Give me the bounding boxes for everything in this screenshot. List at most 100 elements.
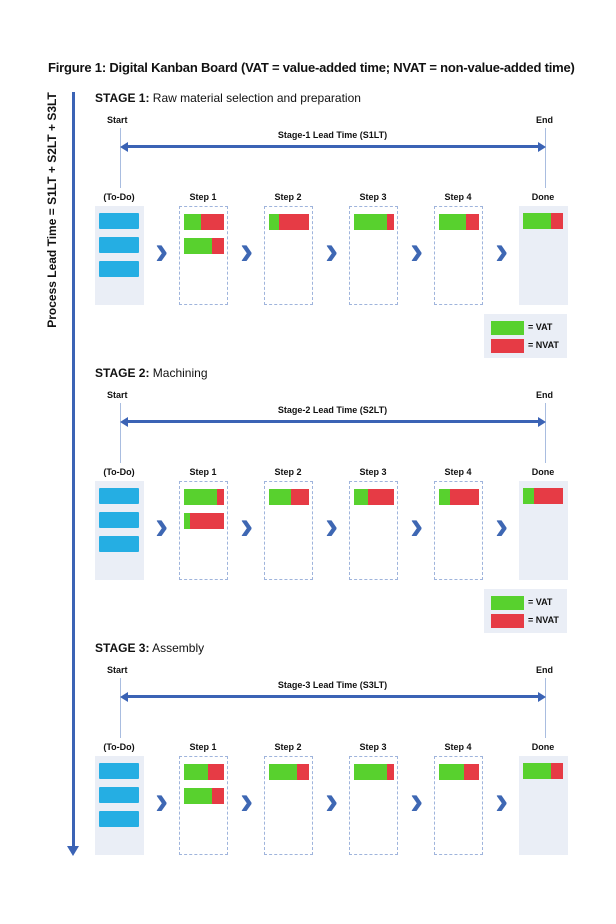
task-bar[interactable] bbox=[184, 238, 224, 254]
chevron-right-icon: › bbox=[325, 504, 339, 548]
vat-segment bbox=[439, 489, 450, 505]
vat-segment bbox=[439, 764, 464, 780]
task-bar[interactable] bbox=[439, 489, 479, 505]
stage-heading: STAGE 3: bbox=[95, 641, 150, 655]
chevron-right-icon: › bbox=[240, 504, 254, 548]
arrow-right-icon bbox=[538, 141, 546, 152]
column-step-4 bbox=[434, 481, 483, 580]
task-bar[interactable] bbox=[439, 764, 479, 780]
todo-card[interactable] bbox=[99, 787, 139, 803]
end-line bbox=[545, 403, 546, 463]
column-header: Step 4 bbox=[444, 742, 472, 752]
task-bar[interactable] bbox=[184, 764, 224, 780]
stage-title: STAGE 1: Raw material selection and prep… bbox=[95, 91, 361, 105]
legend: = VAT = NVAT bbox=[484, 314, 567, 358]
column-header: (To-Do) bbox=[103, 742, 135, 752]
stage-heading: STAGE 2: bbox=[95, 366, 150, 380]
lead-time-arrow bbox=[124, 145, 541, 148]
todo-card[interactable] bbox=[99, 261, 139, 277]
vat-segment bbox=[269, 489, 291, 505]
task-bar[interactable] bbox=[354, 764, 394, 780]
nvat-segment bbox=[217, 489, 224, 505]
figure-title: Firgure 1: Digital Kanban Board (VAT = v… bbox=[48, 60, 575, 75]
vat-segment bbox=[523, 213, 551, 229]
column-header: Step 1 bbox=[189, 192, 217, 202]
vat-segment bbox=[523, 763, 551, 779]
chevron-right-icon: › bbox=[495, 504, 509, 548]
column-step-2 bbox=[264, 481, 313, 580]
nvat-segment bbox=[279, 214, 309, 230]
stage-heading: STAGE 1: bbox=[95, 91, 150, 105]
task-bar[interactable] bbox=[523, 488, 563, 504]
task-bar[interactable] bbox=[184, 788, 224, 804]
vat-segment bbox=[184, 214, 201, 230]
chevron-right-icon: › bbox=[325, 779, 339, 823]
task-bar[interactable] bbox=[523, 213, 563, 229]
todo-card[interactable] bbox=[99, 811, 139, 827]
axis-arrowhead-icon bbox=[67, 846, 79, 856]
stage-title: STAGE 3: Assembly bbox=[95, 641, 204, 655]
arrow-right-icon bbox=[538, 416, 546, 427]
task-bar[interactable] bbox=[269, 764, 309, 780]
stage-name: Raw material selection and preparation bbox=[152, 91, 361, 105]
column-step-3 bbox=[349, 756, 398, 855]
legend-vat-label: = VAT bbox=[528, 597, 553, 607]
nvat-segment bbox=[212, 238, 224, 254]
column-header: (To-Do) bbox=[103, 467, 135, 477]
task-bar[interactable] bbox=[269, 489, 309, 505]
vat-segment bbox=[184, 788, 212, 804]
legend: = VAT = NVAT bbox=[484, 589, 567, 633]
end-label: End bbox=[536, 665, 553, 675]
nvat-segment bbox=[387, 764, 394, 780]
nvat-segment bbox=[463, 764, 479, 780]
chevron-right-icon: › bbox=[410, 504, 424, 548]
legend-vat-swatch bbox=[491, 596, 524, 610]
vat-segment bbox=[184, 764, 209, 780]
arrow-left-icon bbox=[120, 141, 128, 152]
task-bar[interactable] bbox=[184, 513, 224, 529]
column-step-1 bbox=[179, 206, 228, 305]
column-todo bbox=[95, 206, 144, 305]
column-done bbox=[519, 481, 568, 580]
chevron-right-icon: › bbox=[155, 229, 169, 273]
lead-time-label: Stage-1 Lead Time (S1LT) bbox=[277, 130, 388, 140]
vat-segment bbox=[184, 238, 212, 254]
task-bar[interactable] bbox=[354, 214, 394, 230]
nvat-segment bbox=[200, 214, 224, 230]
task-bar[interactable] bbox=[523, 763, 563, 779]
todo-card[interactable] bbox=[99, 536, 139, 552]
todo-card[interactable] bbox=[99, 763, 139, 779]
task-bar[interactable] bbox=[269, 214, 309, 230]
todo-card[interactable] bbox=[99, 237, 139, 253]
chevron-right-icon: › bbox=[155, 504, 169, 548]
stage-name: Machining bbox=[152, 366, 208, 380]
todo-card[interactable] bbox=[99, 488, 139, 504]
nvat-segment bbox=[297, 764, 309, 780]
lead-time-label: Stage-3 Lead Time (S3LT) bbox=[277, 680, 388, 690]
start-label: Start bbox=[107, 390, 128, 400]
column-header: Done bbox=[531, 192, 555, 202]
start-line bbox=[120, 128, 121, 188]
column-header: Step 1 bbox=[189, 467, 217, 477]
task-bar[interactable] bbox=[184, 489, 224, 505]
column-header: Step 2 bbox=[274, 192, 302, 202]
vat-segment bbox=[269, 214, 279, 230]
task-bar[interactable] bbox=[439, 214, 479, 230]
column-step-1 bbox=[179, 756, 228, 855]
vat-segment bbox=[523, 488, 534, 504]
column-header: (To-Do) bbox=[103, 192, 135, 202]
task-bar[interactable] bbox=[184, 214, 224, 230]
column-header: Step 3 bbox=[359, 192, 387, 202]
process-lead-time-axis bbox=[72, 92, 75, 850]
column-done bbox=[519, 206, 568, 305]
nvat-segment bbox=[533, 488, 563, 504]
nvat-segment bbox=[190, 513, 224, 529]
chevron-right-icon: › bbox=[495, 779, 509, 823]
task-bar[interactable] bbox=[354, 489, 394, 505]
column-header: Step 1 bbox=[189, 742, 217, 752]
todo-card[interactable] bbox=[99, 512, 139, 528]
todo-card[interactable] bbox=[99, 213, 139, 229]
start-line bbox=[120, 678, 121, 738]
vat-segment bbox=[184, 513, 190, 529]
column-header: Step 2 bbox=[274, 467, 302, 477]
